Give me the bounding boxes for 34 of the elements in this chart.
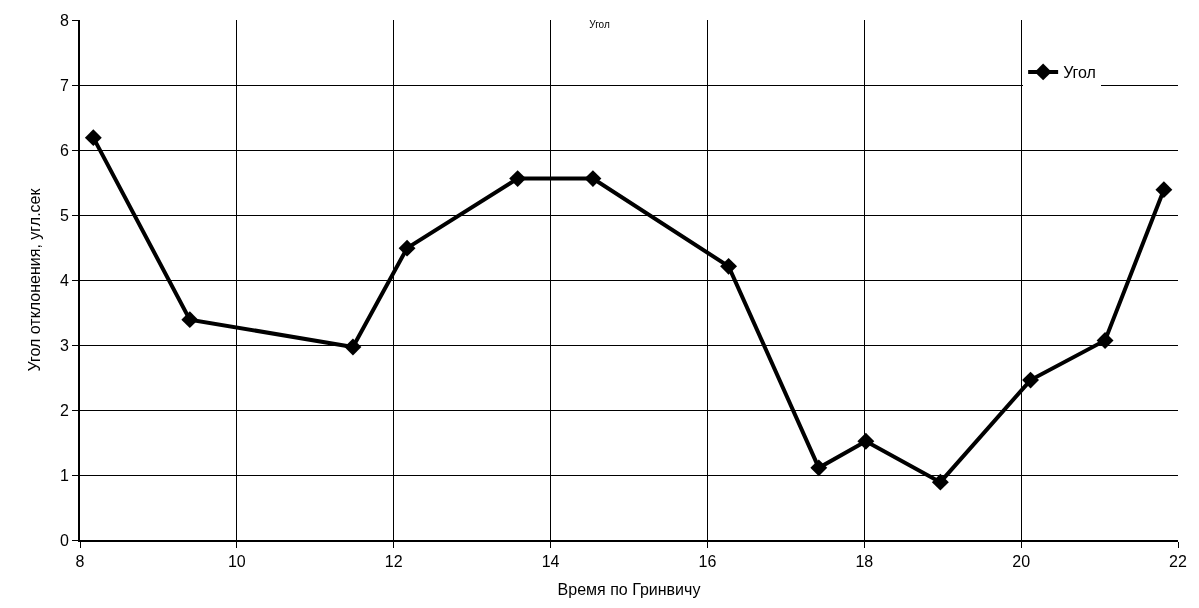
y-tick-label: 3 <box>59 336 69 354</box>
point <box>857 432 875 450</box>
x-tick-label: 16 <box>698 553 717 571</box>
y-tick-label: 2 <box>59 401 69 419</box>
x-tick-label: 20 <box>1012 553 1031 571</box>
x-tick-label: 8 <box>75 553 85 571</box>
point <box>84 129 102 147</box>
y-tick-label: 0 <box>59 531 69 549</box>
x-tick-label: 12 <box>384 553 403 571</box>
point <box>810 459 828 477</box>
x-axis-title: Время по Гринвичу <box>557 581 701 599</box>
x-tick-label: 10 <box>227 553 246 571</box>
point <box>1096 332 1114 349</box>
point <box>1022 371 1039 389</box>
y-tick-label: 6 <box>59 141 69 159</box>
x-tick-label: 22 <box>1169 553 1187 571</box>
point <box>584 170 602 188</box>
point <box>720 257 738 275</box>
x-tick-label: 18 <box>855 553 874 571</box>
point <box>344 338 362 356</box>
y-axis-title: Угол отклонения, угл.сек <box>26 187 44 372</box>
y-tick-label: 5 <box>59 206 69 224</box>
point <box>398 239 416 257</box>
point <box>509 170 527 188</box>
legend-label: Угол <box>1063 64 1096 82</box>
point <box>181 311 199 329</box>
y-tick-label: 7 <box>59 76 69 94</box>
point <box>931 473 949 491</box>
y-tick-label: 8 <box>59 11 69 29</box>
point <box>1155 181 1173 199</box>
chart-title: Угол <box>589 19 610 31</box>
x-tick-label: 14 <box>541 553 560 571</box>
y-tick-label: 4 <box>59 271 69 289</box>
y-tick-label: 1 <box>59 466 69 484</box>
